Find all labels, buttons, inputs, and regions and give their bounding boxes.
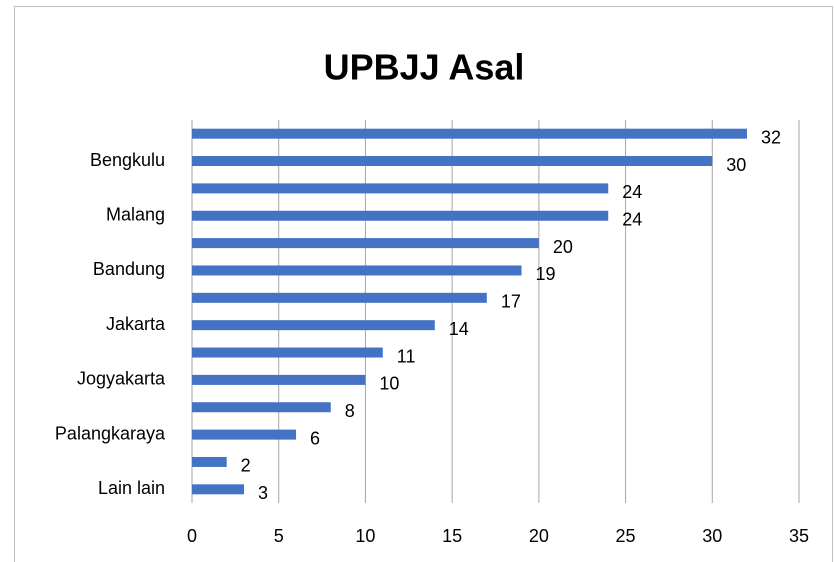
bar — [192, 156, 713, 167]
y-tick-label: Malang — [106, 205, 165, 225]
bar — [192, 265, 522, 276]
chart-title: UPBJJ Asal — [324, 47, 525, 88]
y-tick-label: Bengkulu — [90, 150, 165, 170]
data-label: 17 — [501, 292, 521, 312]
bar — [192, 210, 609, 221]
y-tick-label: Jakarta — [106, 314, 166, 334]
bar — [192, 238, 539, 249]
x-tick-label: 5 — [274, 526, 284, 546]
bar — [192, 347, 383, 358]
data-label: 3 — [258, 483, 268, 503]
bar — [192, 292, 487, 303]
bar — [192, 456, 227, 467]
data-label: 11 — [397, 346, 416, 366]
chart-frame — [14, 6, 833, 562]
x-tick-label: 30 — [702, 526, 722, 546]
data-label: 14 — [449, 319, 469, 339]
y-tick-label: Palangkaraya — [55, 423, 166, 443]
data-label: 24 — [622, 182, 642, 202]
data-label: 6 — [310, 428, 320, 448]
bar — [192, 320, 435, 331]
x-tick-label: 25 — [616, 526, 636, 546]
bar — [192, 484, 245, 495]
y-tick-label: Bandung — [93, 259, 165, 279]
data-label: 30 — [726, 155, 746, 175]
data-label: 8 — [345, 401, 355, 421]
bar — [192, 402, 331, 413]
data-label: 32 — [761, 127, 781, 147]
x-tick-label: 15 — [442, 526, 462, 546]
data-label: 24 — [622, 210, 642, 230]
x-tick-label: 20 — [529, 526, 549, 546]
bar — [192, 183, 609, 194]
y-tick-label: Jogyakarta — [77, 369, 166, 389]
data-label: 19 — [536, 264, 556, 284]
data-label: 20 — [553, 237, 573, 257]
bar — [192, 374, 366, 385]
x-tick-label: 10 — [355, 526, 375, 546]
y-tick-label: Lain lain — [98, 478, 165, 498]
x-tick-label: 35 — [789, 526, 809, 546]
x-tick-label: 0 — [187, 526, 197, 546]
data-label: 10 — [379, 374, 399, 394]
bar — [192, 429, 297, 440]
data-label: 2 — [241, 456, 251, 476]
bar — [192, 128, 747, 139]
